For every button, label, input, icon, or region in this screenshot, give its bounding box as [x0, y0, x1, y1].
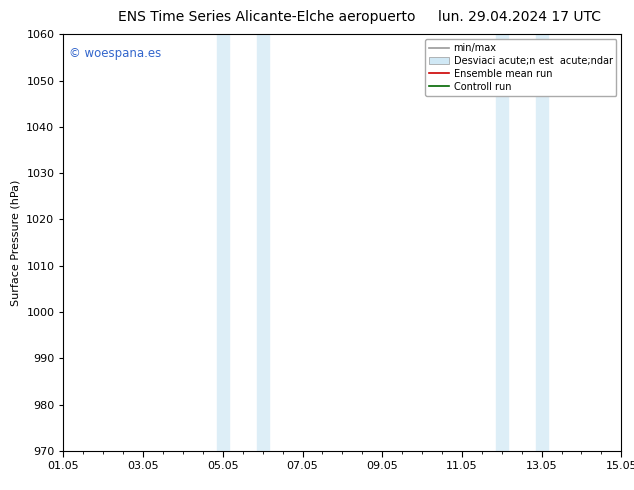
Bar: [217, 34, 229, 451]
Text: lun. 29.04.2024 17 UTC: lun. 29.04.2024 17 UTC: [438, 10, 602, 24]
Y-axis label: Surface Pressure (hPa): Surface Pressure (hPa): [11, 179, 21, 306]
Bar: [257, 34, 269, 451]
Text: © woespana.es: © woespana.es: [69, 47, 161, 60]
Legend: min/max, Desviaci acute;n est  acute;ndar, Ensemble mean run, Controll run: min/max, Desviaci acute;n est acute;ndar…: [425, 39, 616, 96]
Text: ENS Time Series Alicante-Elche aeropuerto: ENS Time Series Alicante-Elche aeropuert…: [117, 10, 415, 24]
Bar: [496, 34, 508, 451]
Bar: [536, 34, 548, 451]
